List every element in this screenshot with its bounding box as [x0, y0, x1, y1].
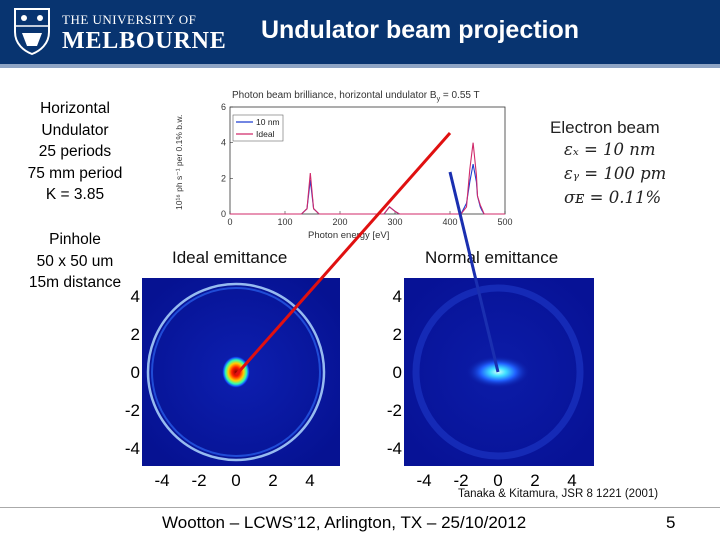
- spectrum-xtick-label: 0: [227, 217, 232, 227]
- panel-ytick-label: -2: [387, 401, 402, 420]
- spectrum-ytick-label: 6: [221, 102, 226, 112]
- panel-ytick-label: -2: [125, 401, 140, 420]
- panel-ytick-label: 2: [131, 325, 140, 344]
- spectrum-ylabel: 10¹⁶ ph s⁻¹ per 0.1% b.w.: [174, 115, 184, 210]
- spectrum-xtick-label: 300: [387, 217, 402, 227]
- pinhole-description: Pinhole 50 x 50 um 15m distance: [10, 229, 140, 294]
- panel-ytick-label: -4: [125, 439, 140, 458]
- emittance-x: εₓ = 10 nm: [564, 140, 656, 159]
- panel-ytick-label: 0: [393, 363, 402, 382]
- panel-ytick-label: 0: [131, 363, 140, 382]
- undulator-line: 75 mm period: [27, 164, 123, 182]
- pinhole-line: Pinhole: [49, 231, 101, 248]
- panel-xtick-label: 0: [493, 471, 502, 490]
- normal-emittance-image: 4 2 0 -2 -4 -4 -2 0 2 4: [387, 278, 594, 490]
- undulator-line: Horizontal: [40, 100, 110, 117]
- spectrum-xtick-label: 200: [332, 217, 347, 227]
- university-logo: THE UNIVERSITY OF MELBOURNE: [12, 6, 226, 58]
- panel-xtick-label: -4: [416, 471, 431, 490]
- electron-beam-parameters: Electron beam εₓ = 10 nm εᵧ = 100 pm σᴇ …: [550, 118, 690, 214]
- pinhole-line: 15m distance: [28, 274, 122, 291]
- normal-peak-connector: [448, 171, 500, 373]
- citation: Tanaka & Kitamura, JSR 8 1221 (2001): [458, 488, 659, 500]
- crest-icon: [14, 8, 50, 56]
- pinhole-line: 50 x 50 um: [36, 252, 114, 270]
- spectrum-xtick-label: 400: [442, 217, 457, 227]
- header-divider: [0, 64, 720, 68]
- logo-line1: THE UNIVERSITY OF: [62, 12, 197, 27]
- spectrum-xlabel: Photon energy [eV]: [308, 230, 389, 241]
- undulator-description: Horizontal Undulator 25 periods 75 mm pe…: [10, 98, 140, 206]
- footer-text: Wootton – LCWS’12, Arlington, TX – 25/10…: [162, 513, 527, 532]
- panel-xtick-label: 4: [305, 471, 314, 490]
- header-bar: THE UNIVERSITY OF MELBOURNE Undulator be…: [0, 0, 720, 64]
- panel-xtick-label: 2: [268, 471, 277, 490]
- spectrum-ytick-label: 0: [221, 209, 226, 219]
- ideal-emittance-image: 4 2 0 -2 -4 -4 -2 0 2 4: [125, 278, 340, 490]
- panel-xtick-label: 0: [231, 471, 240, 490]
- spectrum-legend: 10 nm Ideal: [232, 114, 284, 142]
- panel-ytick-label: 2: [393, 325, 402, 344]
- legend-ideal: Ideal: [256, 129, 275, 139]
- undulator-line: Undulator: [41, 121, 109, 139]
- logo-line2: MELBOURNE: [62, 28, 227, 54]
- undulator-line: K = 3.85: [45, 186, 105, 203]
- legend-10nm: 10 nm: [256, 117, 280, 127]
- ideal-emittance-label: Ideal emittance: [172, 248, 288, 267]
- panel-xtick-label: -2: [191, 471, 206, 490]
- panel-ytick-label: -4: [387, 439, 402, 458]
- spectrum-title: Photon beam brilliance, horizontal undul…: [232, 90, 480, 103]
- slide-title: Undulator beam projection: [260, 16, 580, 44]
- electron-beam-heading: Electron beam: [550, 118, 660, 137]
- energy-spread: σᴇ = 0.11%: [564, 188, 662, 207]
- emittance-y: εᵧ = 100 pm: [564, 164, 667, 183]
- panel-xtick-label: 2: [530, 471, 539, 490]
- panel-xtick-label: -4: [154, 471, 169, 490]
- footer-divider: [0, 507, 720, 508]
- undulator-line: 25 periods: [38, 143, 112, 160]
- panel-xtick-label: 4: [567, 471, 576, 490]
- spectrum-xtick-label: 500: [497, 217, 512, 227]
- panel-xtick-label: -2: [453, 471, 468, 490]
- panel-ytick-label: 4: [131, 287, 140, 306]
- ideal-peak-connector: [234, 132, 452, 376]
- spectrum-ytick-label: 2: [221, 173, 226, 183]
- spectrum-ytick-label: 4: [221, 138, 226, 148]
- panel-ytick-label: 4: [393, 287, 402, 306]
- spectrum-xtick-label: 100: [277, 217, 292, 227]
- page-number: 5: [666, 513, 676, 532]
- normal-emittance-label: Normal emittance: [425, 248, 559, 267]
